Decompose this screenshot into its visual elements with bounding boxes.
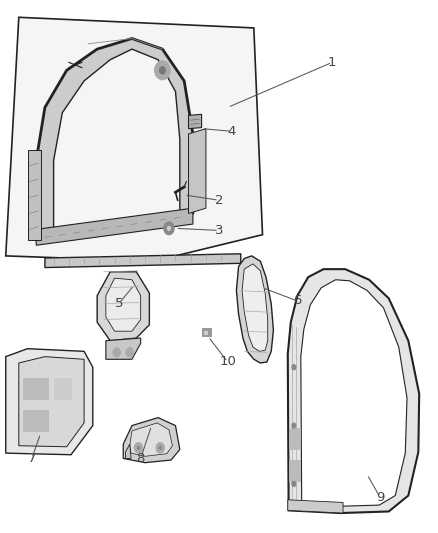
Text: 10: 10: [219, 356, 236, 368]
Circle shape: [126, 348, 134, 357]
Circle shape: [167, 225, 171, 231]
Circle shape: [113, 348, 120, 357]
Circle shape: [134, 442, 143, 453]
Circle shape: [159, 66, 166, 75]
Circle shape: [155, 61, 170, 80]
Bar: [204, 330, 208, 335]
Polygon shape: [6, 17, 262, 261]
Polygon shape: [130, 423, 173, 456]
Polygon shape: [242, 264, 268, 351]
Circle shape: [164, 222, 174, 235]
Text: 2: 2: [215, 193, 223, 207]
Text: 4: 4: [228, 125, 236, 138]
Bar: [202, 328, 211, 336]
Polygon shape: [288, 269, 419, 513]
Circle shape: [291, 422, 297, 429]
Circle shape: [159, 446, 162, 450]
Polygon shape: [123, 418, 180, 463]
Text: 1: 1: [328, 56, 336, 69]
Bar: [53, 378, 71, 399]
Text: 3: 3: [215, 224, 223, 237]
Circle shape: [137, 446, 140, 450]
Polygon shape: [188, 128, 206, 214]
Polygon shape: [36, 208, 193, 245]
Polygon shape: [106, 278, 141, 331]
Polygon shape: [36, 38, 193, 240]
Bar: [289, 428, 300, 449]
Polygon shape: [45, 254, 241, 268]
Circle shape: [291, 481, 297, 487]
Bar: [23, 410, 48, 431]
Bar: [289, 460, 300, 481]
Text: 7: 7: [28, 452, 36, 465]
Polygon shape: [188, 114, 201, 128]
Polygon shape: [301, 280, 407, 506]
Text: 6: 6: [293, 294, 301, 308]
Circle shape: [291, 364, 297, 370]
Polygon shape: [237, 256, 273, 363]
Circle shape: [156, 442, 165, 453]
Polygon shape: [19, 357, 84, 447]
Polygon shape: [106, 338, 141, 359]
Bar: [23, 378, 48, 399]
Polygon shape: [28, 150, 41, 240]
Polygon shape: [97, 272, 149, 341]
Text: 9: 9: [376, 491, 384, 504]
Polygon shape: [288, 500, 343, 513]
Polygon shape: [6, 349, 93, 455]
Polygon shape: [125, 444, 131, 458]
Text: 8: 8: [137, 452, 145, 465]
Text: 5: 5: [115, 297, 123, 310]
